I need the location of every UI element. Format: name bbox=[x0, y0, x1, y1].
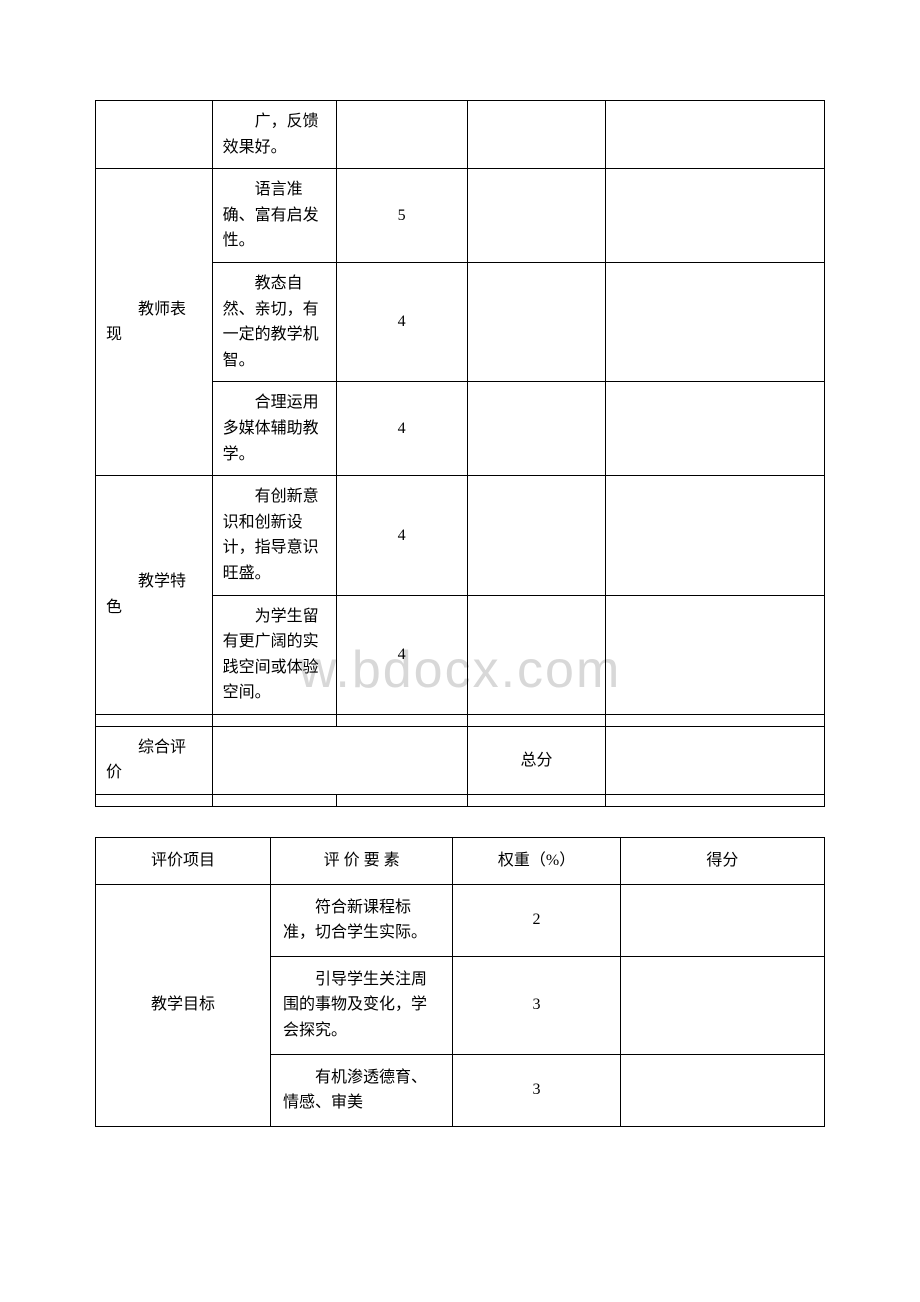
extra-cell bbox=[467, 382, 606, 476]
header-desc: 评 价 要 素 bbox=[270, 838, 452, 885]
spacer-cell bbox=[606, 714, 825, 726]
score-cell bbox=[606, 476, 825, 595]
spacer-cell bbox=[212, 795, 336, 807]
desc-cell: 合理运用多媒体辅助教学。 bbox=[212, 382, 336, 476]
category-cell: 教师表现 bbox=[96, 169, 213, 476]
spacer-cell bbox=[606, 795, 825, 807]
spacer-cell bbox=[336, 714, 467, 726]
score-cell bbox=[606, 262, 825, 381]
evaluation-table-2: 评价项目 评 价 要 素 权重（%） 得分 教学目标 符合新课程标准，切合学生实… bbox=[95, 837, 825, 1127]
score-cell bbox=[606, 595, 825, 714]
spacer-row bbox=[96, 795, 825, 807]
summary-row: 综合评价 总分 bbox=[96, 726, 825, 794]
desc-cell: 教态自然、亲切，有一定的教学机智。 bbox=[212, 262, 336, 381]
extra-cell bbox=[467, 595, 606, 714]
total-value-cell bbox=[606, 726, 825, 794]
table-row: 教师表现 语言准确、富有启发性。 5 bbox=[96, 169, 825, 263]
spacer-cell bbox=[336, 795, 467, 807]
table-row: 教学特色 有创新意识和创新设计，指导意识旺盛。 4 bbox=[96, 476, 825, 595]
total-label-cell: 总分 bbox=[467, 726, 606, 794]
category-cell: 教学目标 bbox=[96, 884, 271, 1126]
weight-cell: 4 bbox=[336, 382, 467, 476]
evaluation-table-1: 广，反馈效果好。 教师表现 语言准确、富有启发性。 5 教态自然、亲切，有一定的… bbox=[95, 100, 825, 807]
desc-cell: 为学生留有更广阔的实践空间或体验空间。 bbox=[212, 595, 336, 714]
score-cell bbox=[606, 382, 825, 476]
desc-cell: 语言准确、富有启发性。 bbox=[212, 169, 336, 263]
weight-cell: 3 bbox=[453, 956, 621, 1054]
spacer-cell bbox=[96, 795, 213, 807]
header-score: 得分 bbox=[620, 838, 824, 885]
summary-value-cell bbox=[212, 726, 467, 794]
desc-cell: 有创新意识和创新设计，指导意识旺盛。 bbox=[212, 476, 336, 595]
header-weight: 权重（%） bbox=[453, 838, 621, 885]
spacer-cell bbox=[467, 714, 606, 726]
desc-cell: 引导学生关注周围的事物及变化，学会探究。 bbox=[270, 956, 452, 1054]
spacer-cell bbox=[467, 795, 606, 807]
summary-label-cell: 综合评价 bbox=[96, 726, 213, 794]
extra-cell bbox=[467, 262, 606, 381]
weight-cell: 3 bbox=[453, 1054, 621, 1126]
header-category: 评价项目 bbox=[96, 838, 271, 885]
weight-cell: 5 bbox=[336, 169, 467, 263]
weight-cell: 2 bbox=[453, 884, 621, 956]
extra-cell bbox=[467, 101, 606, 169]
weight-cell: 4 bbox=[336, 262, 467, 381]
spacer-cell bbox=[212, 714, 336, 726]
table-row: 教学目标 符合新课程标准，切合学生实际。 2 bbox=[96, 884, 825, 956]
extra-cell bbox=[467, 476, 606, 595]
desc-cell: 广，反馈效果好。 bbox=[212, 101, 336, 169]
category-cell: 教学特色 bbox=[96, 476, 213, 715]
spacer-cell bbox=[96, 714, 213, 726]
score-cell bbox=[606, 169, 825, 263]
desc-cell: 符合新课程标准，切合学生实际。 bbox=[270, 884, 452, 956]
score-cell bbox=[620, 1054, 824, 1126]
score-cell bbox=[620, 884, 824, 956]
weight-cell: 4 bbox=[336, 476, 467, 595]
score-cell bbox=[620, 956, 824, 1054]
spacer-row bbox=[96, 714, 825, 726]
score-cell bbox=[606, 101, 825, 169]
extra-cell bbox=[467, 169, 606, 263]
weight-cell bbox=[336, 101, 467, 169]
weight-cell: 4 bbox=[336, 595, 467, 714]
table-row: 广，反馈效果好。 bbox=[96, 101, 825, 169]
desc-cell: 有机渗透德育、情感、审美 bbox=[270, 1054, 452, 1126]
header-row: 评价项目 评 价 要 素 权重（%） 得分 bbox=[96, 838, 825, 885]
category-cell bbox=[96, 101, 213, 169]
